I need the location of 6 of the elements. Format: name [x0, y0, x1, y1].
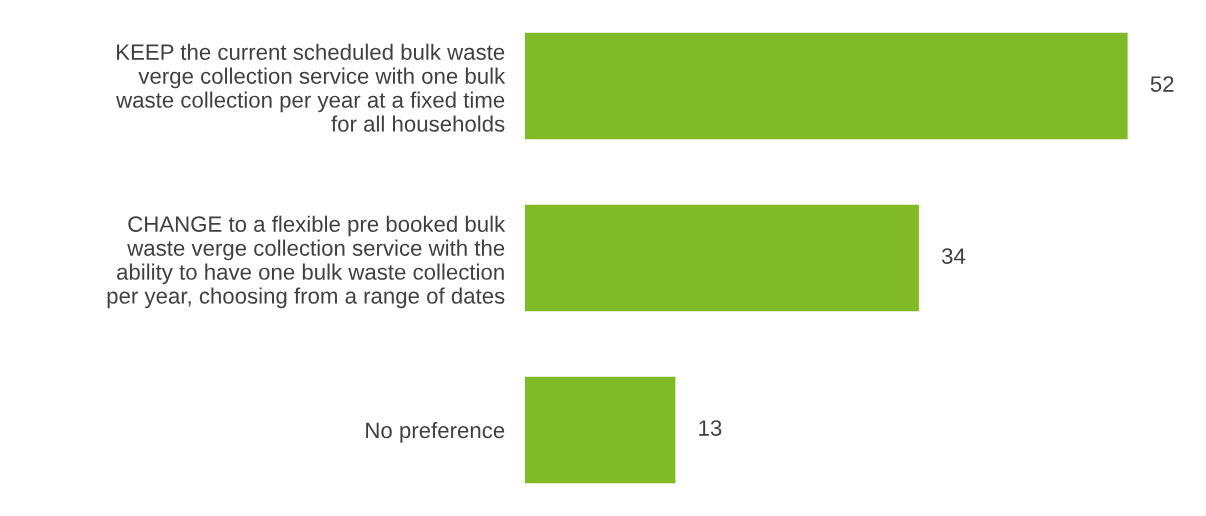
data-label: 52	[1150, 76, 1174, 92]
y-tick-label: KEEP the current scheduled bulk waste verge collection service with one bulk waste collection per year at a fixed time for all households	[116, 43, 506, 132]
y-tick-label: No preference	[366, 421, 505, 443]
data-label: 34	[941, 248, 966, 264]
data-label: 13	[699, 420, 722, 436]
y-tick-label: CHANGE to a flexible pre booked bulk waste verge collection service with the ability to have one bulk waste collection per year, choosing from a range of dates	[107, 215, 506, 309]
